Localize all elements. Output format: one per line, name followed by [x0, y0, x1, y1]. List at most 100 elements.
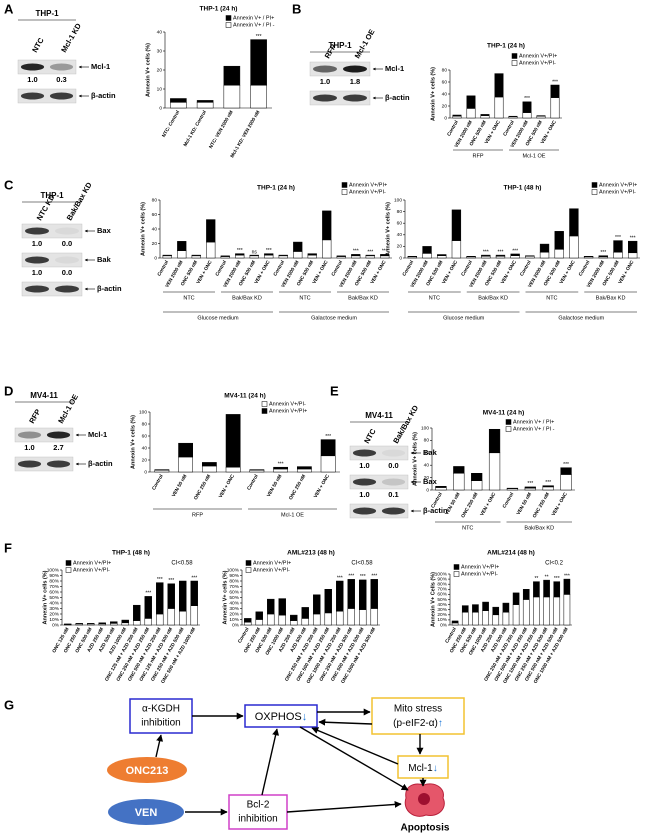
y-tick-label: 20	[424, 475, 430, 481]
group-label: Bak/Bax KD	[478, 295, 508, 301]
group-label: Mcl-1 OE	[523, 153, 546, 159]
bar-segment	[451, 209, 462, 241]
y-tick-label: 0	[399, 255, 402, 261]
bar-segment	[560, 467, 572, 475]
blot-quant: 1.0	[359, 490, 369, 499]
medium-label: Galactose medium	[311, 315, 357, 321]
legend-swatch	[245, 567, 252, 573]
bar-segment	[178, 456, 193, 473]
bar-segment	[451, 620, 459, 624]
bar-segment	[190, 580, 198, 606]
bar-segment	[225, 466, 241, 473]
bar-segment	[492, 606, 500, 616]
significance-label: ***	[563, 462, 569, 468]
mechanism-diagram: α-KGDH inhibition OXPHOS↓ Mito stress (p…	[107, 697, 465, 834]
ven-label: VEN	[135, 807, 158, 819]
bar-segment	[461, 612, 469, 626]
bar-segment	[359, 579, 367, 610]
significance-label: ***	[353, 249, 359, 255]
bar-segment	[235, 253, 245, 256]
blot-band	[55, 256, 79, 264]
bar-segment	[524, 487, 536, 491]
x-tick-label: ONC 250 nM	[193, 474, 212, 501]
blot-lane-label: NTC	[30, 36, 46, 54]
bar-segment	[522, 112, 532, 119]
x-tick-label: NTC: VEN 2000 nM	[208, 110, 235, 150]
significance-label: ***	[524, 96, 530, 102]
bar-segment	[278, 254, 288, 257]
bar-segment	[223, 65, 241, 86]
legend-swatch	[505, 419, 512, 425]
chart-title: THP-1 (24 h)	[200, 6, 238, 13]
y-tick-label: 60	[142, 433, 148, 439]
bar-segment	[543, 596, 550, 626]
bar-segment	[278, 255, 288, 259]
onc-node	[107, 757, 187, 783]
bar-segment	[569, 235, 579, 259]
significance-label: ***	[630, 236, 636, 242]
bar-segment	[466, 95, 476, 109]
blot-band	[55, 227, 79, 235]
blot-band-label: Bax	[423, 477, 438, 486]
bar-segment	[542, 485, 554, 488]
bar-segment	[206, 241, 216, 259]
bar-segment	[437, 254, 447, 256]
y-tick-label: 70%	[229, 584, 239, 590]
y-tick-label: 60%	[49, 589, 59, 595]
bar-segment	[167, 608, 175, 626]
chart-annotation: CI<0.2	[545, 561, 564, 567]
bar-segment	[250, 39, 267, 86]
bar-segment	[539, 251, 550, 259]
bar-segment	[196, 102, 214, 109]
legend-label: Annexin V+/PI+	[519, 53, 557, 59]
y-tick-label: 80	[442, 67, 448, 73]
blot-cell-line: THP-1	[40, 191, 64, 200]
group-label: Bak/Bax KD	[232, 295, 262, 301]
bar-segment	[502, 602, 510, 613]
group-label: NTC	[183, 295, 194, 301]
blot-quant: 1.0	[27, 75, 37, 84]
blot-band	[46, 431, 71, 439]
legend-label: Annexin V+ / PI -	[233, 22, 275, 28]
x-tick-label: Control	[502, 492, 516, 510]
chart-title: THP-1 (24 h)	[487, 43, 525, 50]
blot-quant: 0.0	[62, 268, 72, 277]
blot-band	[46, 460, 71, 468]
chart-title: THP-1 (48 h)	[112, 550, 150, 557]
bar-segment	[508, 115, 518, 118]
legend-label: Annexin V+/PI+	[269, 408, 307, 414]
blot-band	[381, 449, 406, 457]
group-label: NTC	[546, 295, 557, 301]
bar-segment	[613, 240, 623, 253]
bar-segment	[550, 97, 560, 119]
legend-swatch	[341, 182, 348, 188]
bar-segment	[380, 254, 390, 257]
y-axis-label: Annexin V+ cells (%)	[42, 570, 48, 624]
mito-label: Mito stress	[394, 704, 442, 715]
group-label: RFP	[192, 512, 203, 518]
legend-swatch	[341, 189, 348, 195]
x-tick-label: ONC 250 nM	[532, 492, 551, 519]
bar-segment	[267, 598, 275, 615]
blot-band-label: β-actin	[385, 93, 410, 102]
blot-quant: 1.0	[359, 461, 369, 470]
bar-segment	[162, 255, 172, 259]
bar-segment	[471, 480, 483, 491]
y-tick-label: 90%	[49, 573, 59, 579]
arrow	[155, 734, 164, 758]
bar-segment	[422, 246, 432, 254]
bar-segment	[191, 254, 201, 257]
blot-lane-label: NTC KD	[35, 192, 57, 222]
chart-title: MV4-11 (24 h)	[224, 393, 266, 400]
y-tick-label: 0%	[52, 622, 60, 628]
bar-segment	[466, 256, 476, 258]
x-tick-label: ONC 250 nM	[460, 492, 479, 519]
significance-label: ***	[545, 480, 551, 486]
bar-segment	[177, 241, 187, 251]
bar-segment	[324, 589, 332, 614]
legend-swatch	[245, 560, 252, 566]
bar-segment	[220, 255, 230, 257]
legend-swatch	[261, 408, 268, 414]
y-tick-label: 0	[159, 105, 162, 111]
